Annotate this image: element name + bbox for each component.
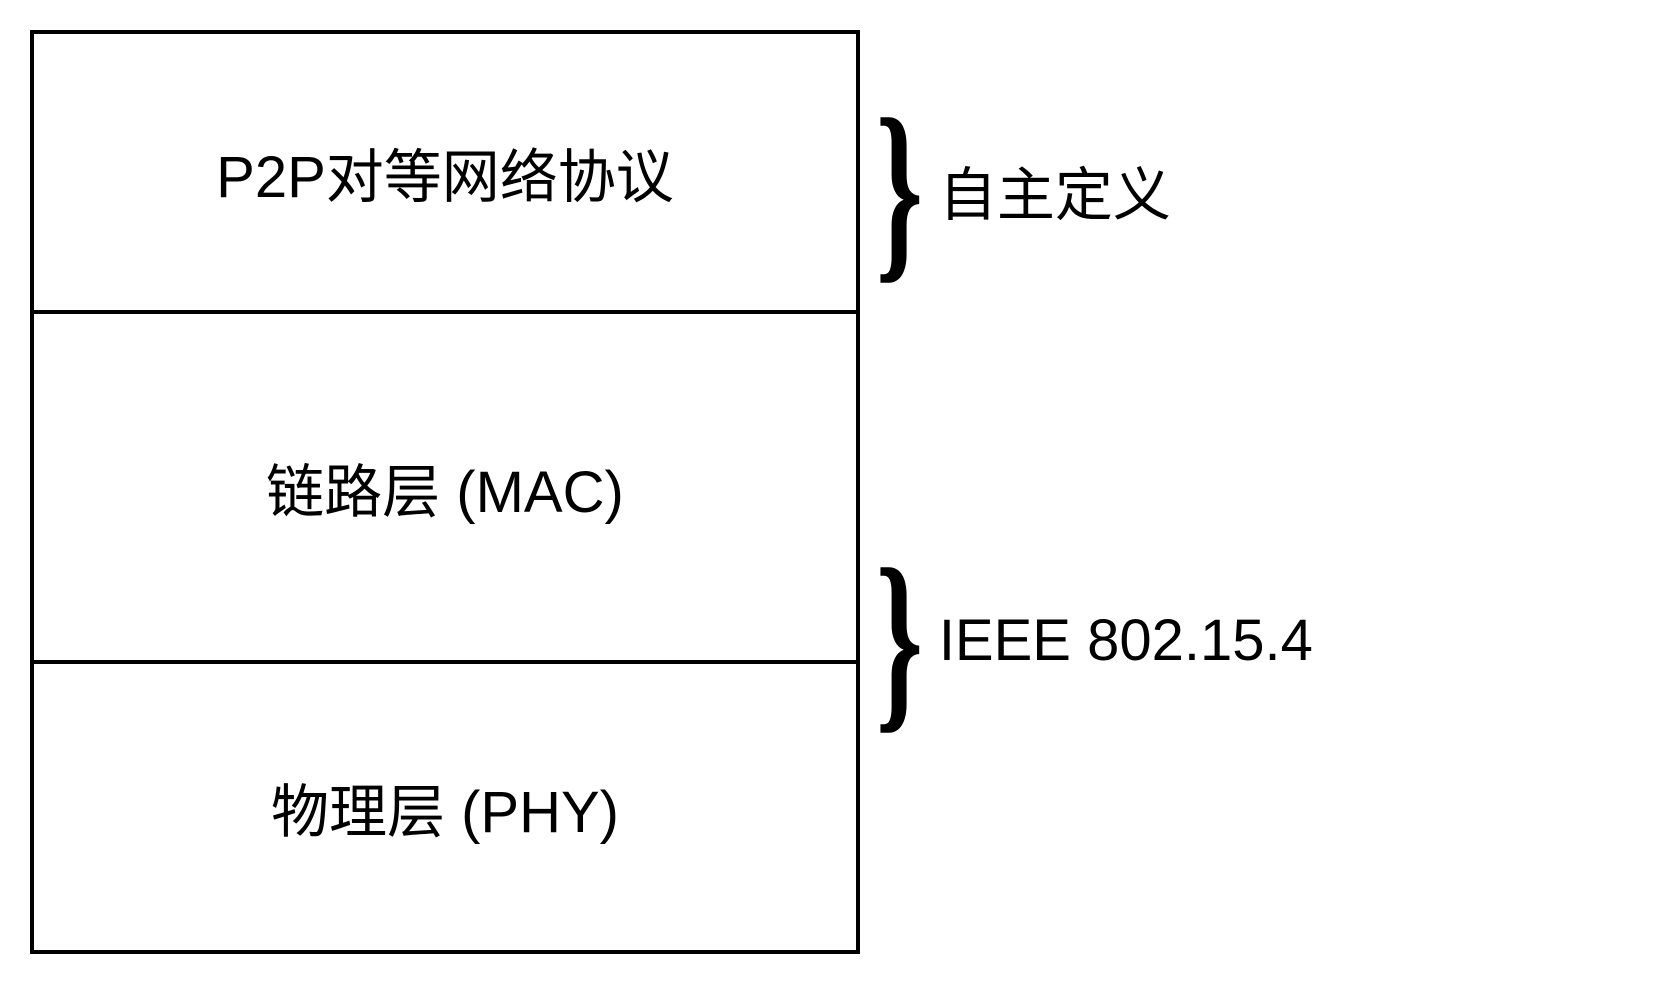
brace-icon: } (876, 90, 923, 290)
layer-label: 物理层 (PHY) (271, 765, 619, 849)
layer-label: 链路层 (MAC) (266, 445, 624, 529)
protocol-stack-diagram: P2P对等网络协议 链路层 (MAC) 物理层 (PHY) } 自主定义 } I… (30, 30, 1626, 954)
annotations-container: } 自主定义 } IEEE 802.15.4 (860, 30, 1560, 950)
layer-label: P2P对等网络协议 (216, 130, 674, 214)
layer-phy: 物理层 (PHY) (34, 664, 856, 954)
brace-icon: } (876, 540, 923, 740)
layer-mac: 链路层 (MAC) (34, 314, 856, 664)
annotation-label: IEEE 802.15.4 (939, 607, 1313, 674)
layer-p2p: P2P对等网络协议 (34, 34, 856, 314)
annotation-label: 自主定义 (939, 148, 1171, 232)
annotation-ieee: } IEEE 802.15.4 (860, 540, 1313, 740)
annotation-custom-defined: } 自主定义 (860, 90, 1171, 290)
layers-stack: P2P对等网络协议 链路层 (MAC) 物理层 (PHY) (30, 30, 860, 954)
